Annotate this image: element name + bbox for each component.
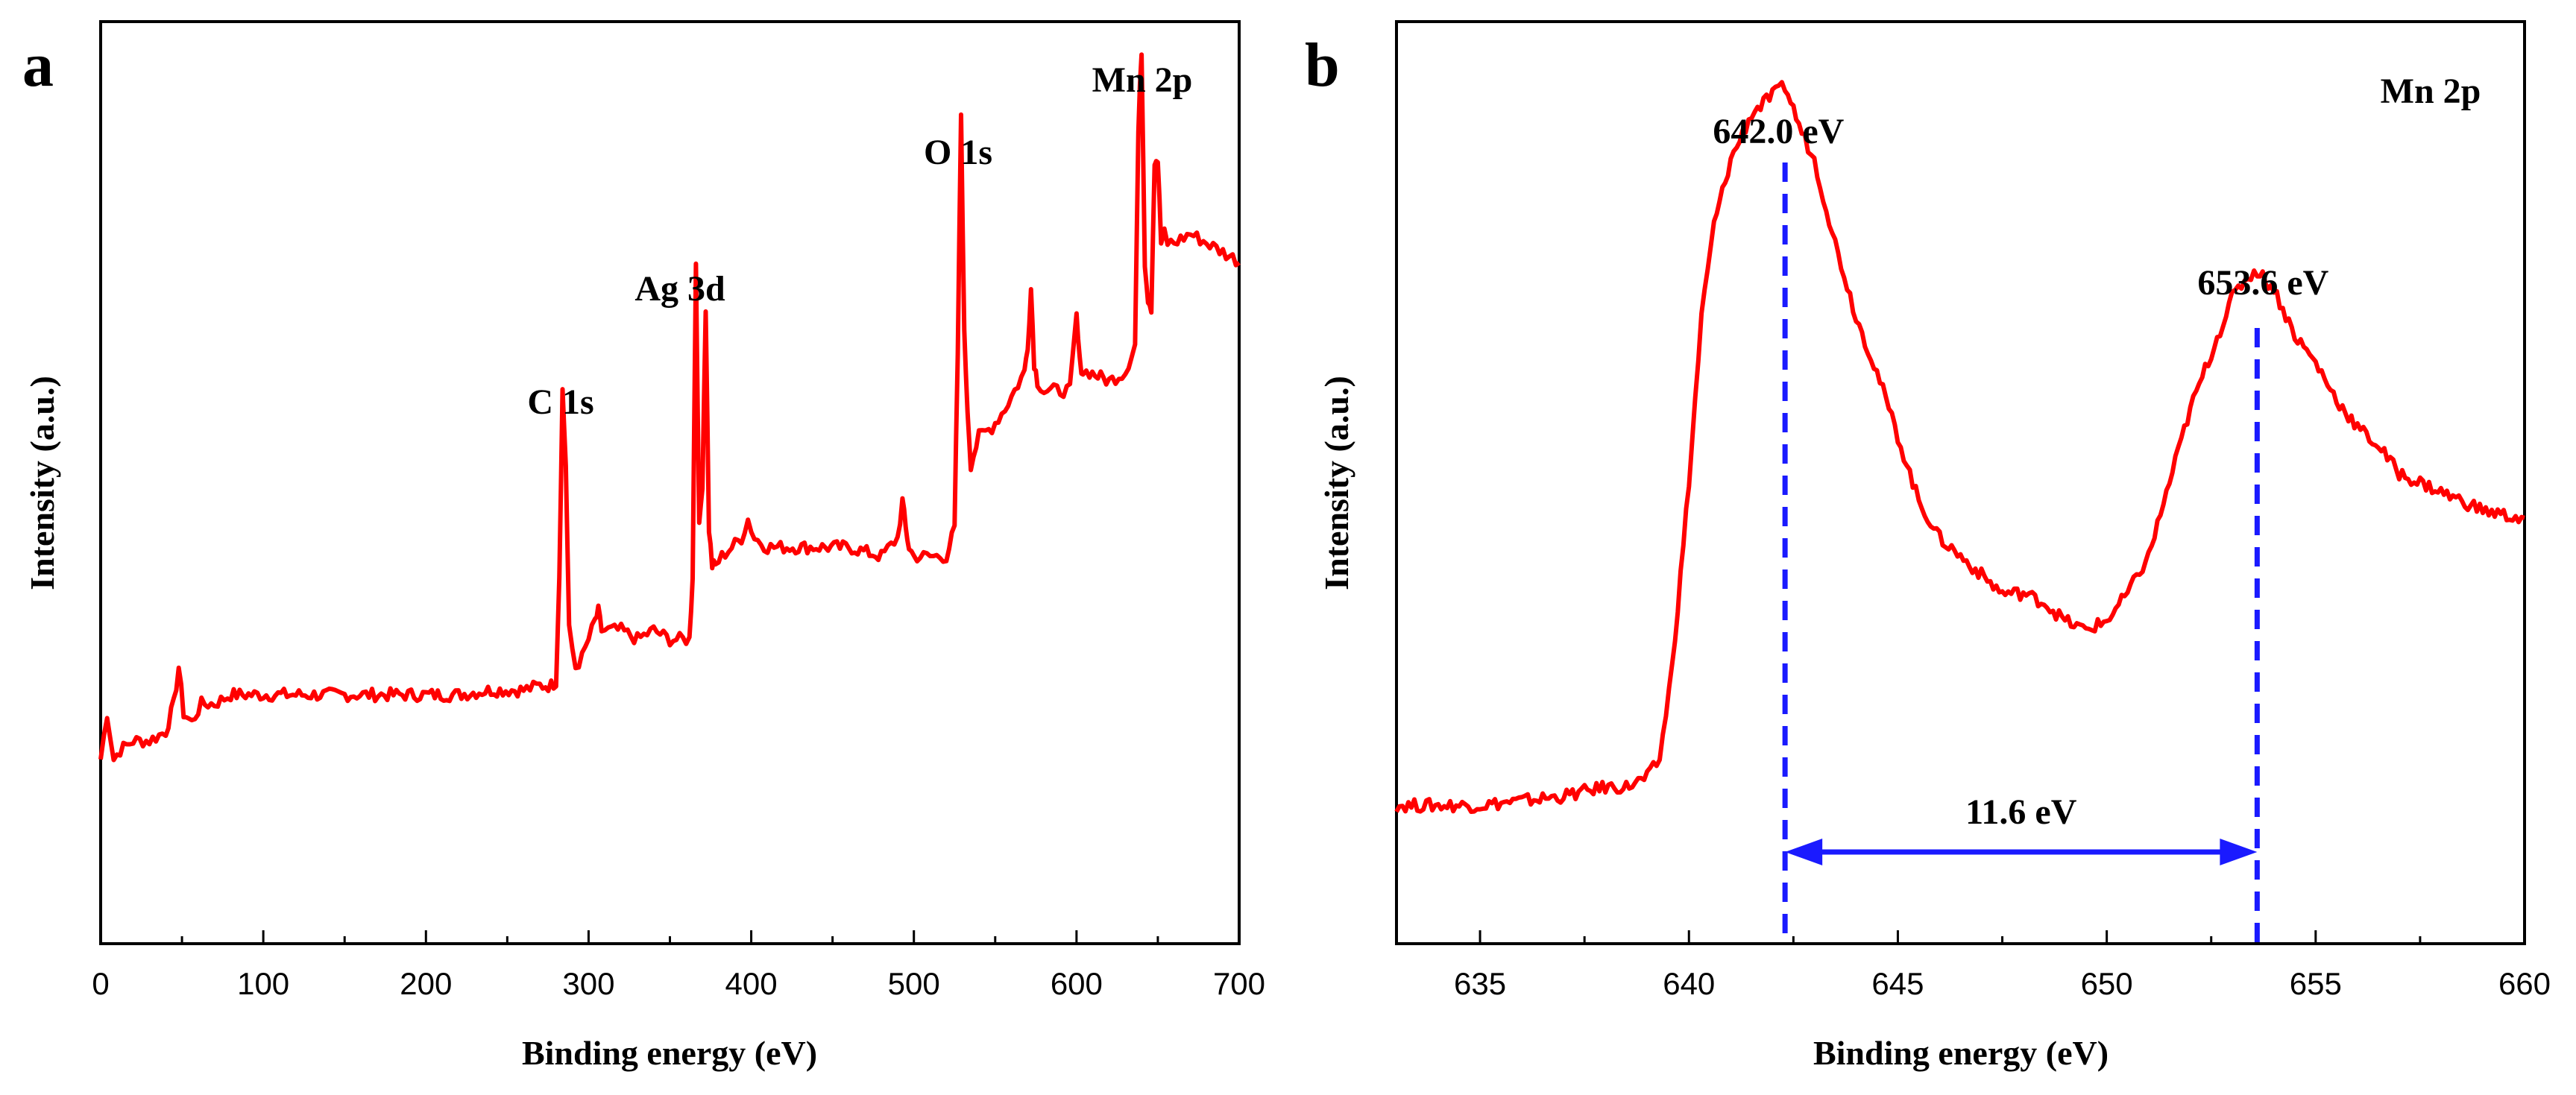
panel-a-peak-labels: C 1s Ag 3d O 1s Mn 2p <box>527 60 1192 422</box>
panel-a-peak-label-1: Ag 3d <box>634 269 725 309</box>
panel-a-peak-label-2: O 1s <box>924 133 992 172</box>
panel-b-peak-label-1: 653.6 eV <box>2197 263 2328 303</box>
a-x-tick-label-4: 400 <box>725 966 778 1001</box>
a-x-tick-label-1: 100 <box>237 966 289 1001</box>
a-x-tick-label-0: 0 <box>92 966 109 1001</box>
a-x-tick-label-7: 700 <box>1213 966 1265 1001</box>
panel-a-x-axis-title: Binding energy (eV) <box>522 1034 817 1072</box>
b-x-tick-label-2: 645 <box>1871 966 1924 1001</box>
panel-b-splitting-label: 11.6 eV <box>1965 792 2077 832</box>
panel-b-peak-label-0: 642.0 eV <box>1713 112 1844 151</box>
panel-b-mn2p-spectrum-line <box>1394 80 2525 814</box>
panel-b-splitting-arrow-right-head <box>2220 839 2258 865</box>
panel-b-peak-guides <box>1782 162 2260 944</box>
b-x-tick-label-1: 640 <box>1663 966 1715 1001</box>
panel-a-letter: a <box>22 31 54 100</box>
panel-a-x-ticks <box>99 930 1241 944</box>
b-x-tick-label-5: 660 <box>2498 966 2551 1001</box>
b-x-tick-label-4: 655 <box>2290 966 2342 1001</box>
panel-a-plot-frame <box>99 20 1241 945</box>
b-x-tick-label-0: 635 <box>1454 966 1506 1001</box>
panel-a-peak-label-0: C 1s <box>527 382 593 422</box>
panel-b-annotations: 642.0 eV 653.6 eV 11.6 eV <box>1713 112 2329 865</box>
a-x-tick-label-5: 500 <box>888 966 940 1001</box>
panel-b-region-label: Mn 2p <box>2381 72 2481 111</box>
panel-b-x-tick-labels: 635 640 645 650 655 660 <box>1454 966 2551 1001</box>
a-x-tick-label-2: 200 <box>400 966 452 1001</box>
panel-a-y-axis-title: Intensity (a.u.) <box>23 376 61 590</box>
panel-a-survey-spectrum-line <box>98 52 1241 763</box>
a-x-tick-label-3: 300 <box>562 966 614 1001</box>
panel-b-plot-frame <box>1395 20 2526 945</box>
panel-b-letter: b <box>1305 31 1340 100</box>
panel-a-peak-label-3: Mn 2p <box>1092 60 1193 100</box>
panel-a-x-tick-labels: 0 100 200 300 400 500 600 700 <box>92 966 1265 1001</box>
panel-b: b 635 640 645 650 655 660 642.0 eV 653.6 eV 11.… <box>1305 20 2551 1072</box>
panel-a: a 0 100 200 300 400 500 600 700 C 1s Ag 3d O 1s Mn… <box>22 20 1265 1072</box>
panel-b-x-axis-title: Binding energy (eV) <box>1813 1034 2109 1072</box>
panel-b-x-ticks <box>1478 930 2526 944</box>
panel-b-y-axis-title: Intensity (a.u.) <box>1317 376 1355 590</box>
panel-b-splitting-arrow-left-head <box>1785 839 1823 865</box>
b-x-tick-label-3: 650 <box>2081 966 2133 1001</box>
a-x-tick-label-6: 600 <box>1051 966 1103 1001</box>
